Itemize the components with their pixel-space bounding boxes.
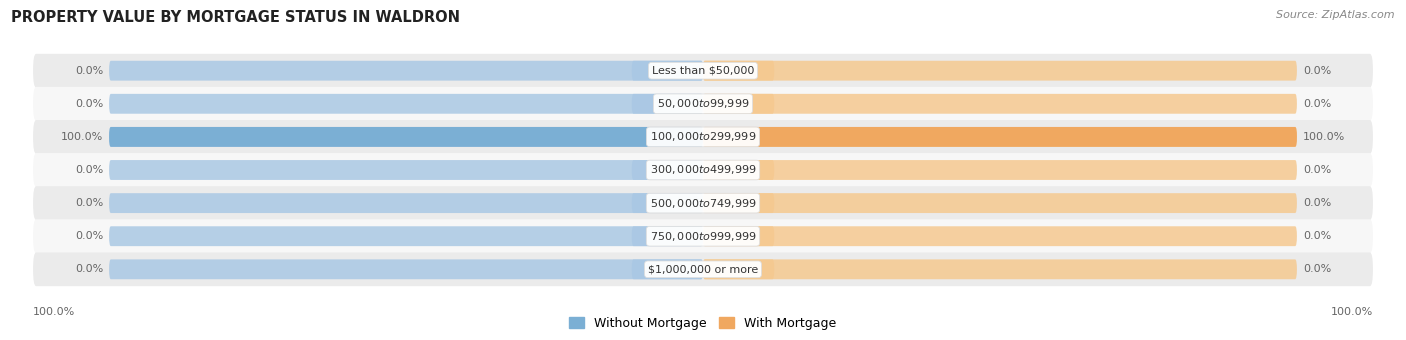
FancyBboxPatch shape	[631, 193, 703, 213]
Text: $300,000 to $499,999: $300,000 to $499,999	[650, 164, 756, 176]
FancyBboxPatch shape	[703, 226, 775, 246]
FancyBboxPatch shape	[703, 259, 775, 279]
FancyBboxPatch shape	[34, 252, 1372, 286]
Text: $500,000 to $749,999: $500,000 to $749,999	[650, 197, 756, 209]
FancyBboxPatch shape	[110, 127, 703, 147]
FancyBboxPatch shape	[110, 193, 703, 213]
Text: 100.0%: 100.0%	[34, 307, 76, 317]
Text: 0.0%: 0.0%	[1303, 66, 1331, 76]
FancyBboxPatch shape	[703, 193, 1296, 213]
FancyBboxPatch shape	[110, 226, 703, 246]
FancyBboxPatch shape	[34, 54, 1372, 88]
Text: Source: ZipAtlas.com: Source: ZipAtlas.com	[1277, 10, 1395, 20]
Text: 0.0%: 0.0%	[75, 66, 103, 76]
Text: 100.0%: 100.0%	[1330, 307, 1372, 317]
Text: $1,000,000 or more: $1,000,000 or more	[648, 264, 758, 274]
Text: 0.0%: 0.0%	[1303, 264, 1331, 274]
FancyBboxPatch shape	[703, 193, 775, 213]
FancyBboxPatch shape	[703, 160, 1296, 180]
FancyBboxPatch shape	[703, 127, 1296, 147]
Text: 0.0%: 0.0%	[1303, 165, 1331, 175]
Text: 100.0%: 100.0%	[60, 132, 103, 142]
FancyBboxPatch shape	[34, 120, 1372, 154]
Text: 100.0%: 100.0%	[1303, 132, 1346, 142]
FancyBboxPatch shape	[703, 61, 775, 81]
Text: 0.0%: 0.0%	[75, 231, 103, 241]
Text: 0.0%: 0.0%	[1303, 198, 1331, 208]
Text: 0.0%: 0.0%	[75, 198, 103, 208]
FancyBboxPatch shape	[34, 219, 1372, 253]
FancyBboxPatch shape	[631, 259, 703, 279]
Text: 0.0%: 0.0%	[1303, 99, 1331, 109]
Text: 0.0%: 0.0%	[75, 99, 103, 109]
FancyBboxPatch shape	[703, 259, 1296, 279]
FancyBboxPatch shape	[703, 94, 775, 114]
Text: 0.0%: 0.0%	[75, 264, 103, 274]
FancyBboxPatch shape	[631, 226, 703, 246]
FancyBboxPatch shape	[631, 94, 703, 114]
FancyBboxPatch shape	[703, 160, 775, 180]
Text: Less than $50,000: Less than $50,000	[652, 66, 754, 76]
FancyBboxPatch shape	[631, 61, 703, 81]
Text: $100,000 to $299,999: $100,000 to $299,999	[650, 131, 756, 143]
FancyBboxPatch shape	[703, 127, 1296, 147]
Text: 0.0%: 0.0%	[75, 165, 103, 175]
Text: $750,000 to $999,999: $750,000 to $999,999	[650, 230, 756, 243]
FancyBboxPatch shape	[703, 226, 1296, 246]
Text: 0.0%: 0.0%	[1303, 231, 1331, 241]
FancyBboxPatch shape	[110, 127, 703, 147]
FancyBboxPatch shape	[703, 94, 1296, 114]
FancyBboxPatch shape	[34, 87, 1372, 121]
FancyBboxPatch shape	[34, 186, 1372, 220]
Text: $50,000 to $99,999: $50,000 to $99,999	[657, 97, 749, 110]
FancyBboxPatch shape	[631, 160, 703, 180]
Text: PROPERTY VALUE BY MORTGAGE STATUS IN WALDRON: PROPERTY VALUE BY MORTGAGE STATUS IN WAL…	[11, 10, 460, 25]
FancyBboxPatch shape	[110, 61, 703, 81]
FancyBboxPatch shape	[110, 259, 703, 279]
Legend: Without Mortgage, With Mortgage: Without Mortgage, With Mortgage	[564, 312, 842, 335]
FancyBboxPatch shape	[110, 94, 703, 114]
FancyBboxPatch shape	[110, 160, 703, 180]
FancyBboxPatch shape	[703, 61, 1296, 81]
FancyBboxPatch shape	[34, 153, 1372, 187]
